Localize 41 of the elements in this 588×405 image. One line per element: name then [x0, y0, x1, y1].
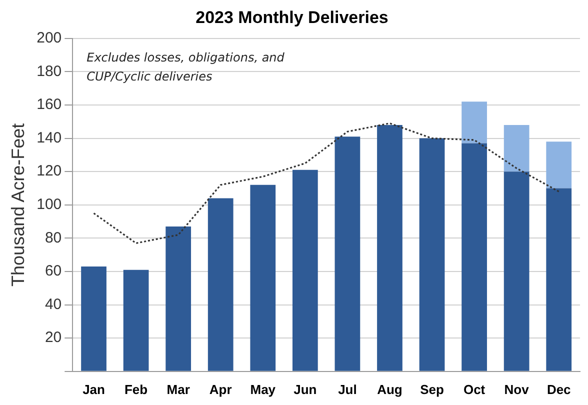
x-tick-label: Dec	[546, 382, 571, 397]
bar	[166, 226, 192, 371]
bar	[419, 138, 445, 371]
x-tick-label: May	[250, 382, 276, 397]
y-tick-label: 80	[44, 229, 62, 246]
bar	[208, 198, 234, 371]
y-tick-label: 60	[44, 262, 62, 280]
bar	[334, 136, 360, 371]
bar	[504, 172, 530, 371]
bar	[546, 142, 572, 188]
bar	[292, 170, 318, 371]
bar	[123, 270, 149, 371]
bar	[81, 266, 106, 371]
bar	[250, 184, 276, 371]
x-tick-label: Jun	[294, 382, 317, 397]
y-tick-label: 140	[36, 129, 62, 146]
y-tick-label: 20	[44, 329, 62, 346]
x-tick-label: Sep	[420, 382, 444, 397]
x-tick-label: Jan	[82, 382, 106, 397]
x-tick-label: Apr	[209, 382, 232, 397]
chart-title: 2023 Monthly Deliveries	[196, 8, 388, 27]
y-tick-label: 160	[36, 96, 62, 114]
bar	[377, 124, 402, 371]
bar	[462, 102, 487, 144]
bar	[546, 188, 572, 371]
bar	[462, 143, 487, 371]
y-tick-label: 180	[36, 62, 62, 80]
y-axis-title: Thousand Acre-Feet	[8, 123, 28, 286]
x-tick-label: Nov	[504, 382, 530, 397]
x-tick-label: Jul	[338, 382, 357, 397]
y-tick-label: 100	[36, 196, 62, 214]
annotation: Excludes losses, obligations, and CUP/Cyclic deliveries	[86, 50, 285, 84]
y-tick-label: 120	[36, 162, 62, 180]
x-tick-label: Feb	[124, 382, 148, 397]
y-tick-label: 40	[44, 296, 62, 313]
line-series	[92, 122, 560, 244]
x-tick-label: Mar	[166, 382, 190, 397]
bar	[504, 124, 530, 172]
x-tick-label: Aug	[377, 382, 402, 397]
y-tick-label: 200	[36, 30, 62, 47]
x-tick-label: Oct	[463, 382, 486, 397]
